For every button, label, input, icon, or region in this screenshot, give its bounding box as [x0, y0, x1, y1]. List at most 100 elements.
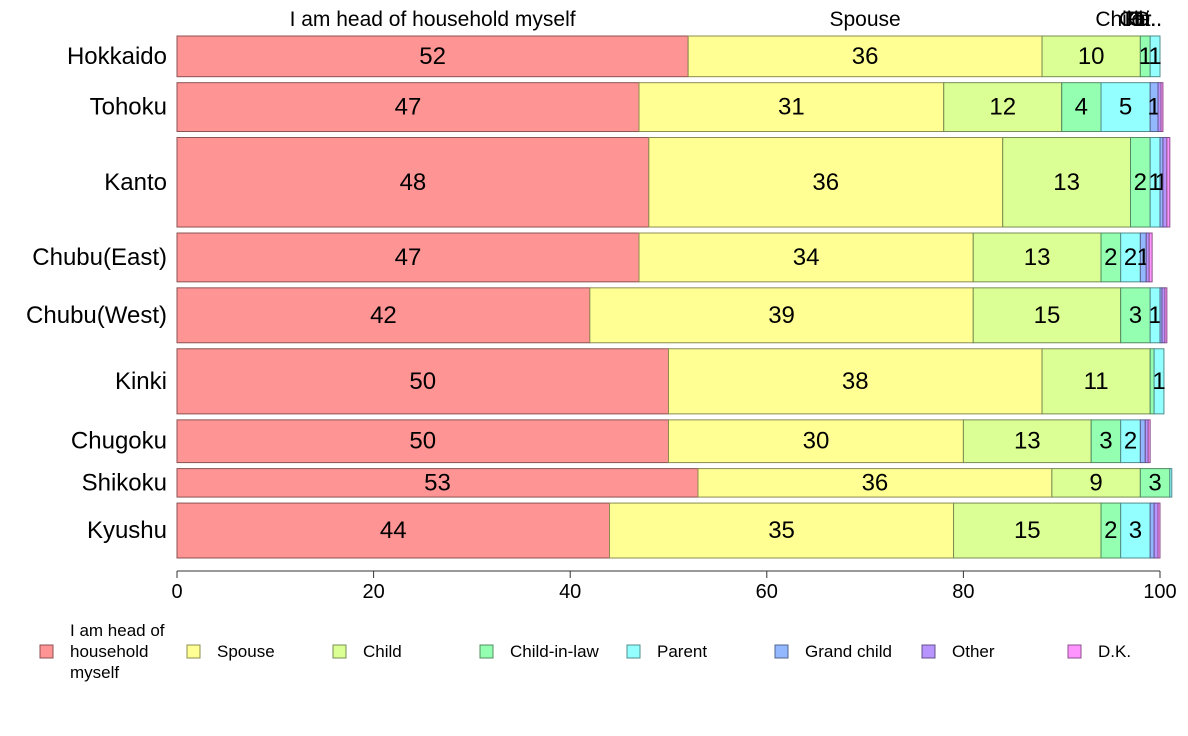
x-tick-label: 40 — [559, 581, 581, 603]
x-tick-label: 80 — [952, 581, 974, 603]
legend-label: Parent — [657, 642, 707, 661]
data-label: 47 — [395, 94, 422, 121]
bar-segment — [638, 82, 945, 133]
bar-segment — [1166, 137, 1171, 228]
bar-segment — [697, 468, 1053, 498]
legend-label: Other — [952, 642, 995, 661]
category-label: Chubu(West) — [26, 302, 167, 329]
legend-label: Child-in-law — [510, 642, 600, 661]
bar-segment — [1061, 82, 1102, 133]
top-series-labels: I am head of household myself Spouse Child… — [290, 8, 1162, 31]
data-label: 3 — [1148, 469, 1161, 496]
legend-swatch — [626, 644, 641, 659]
bar-segment — [176, 502, 611, 559]
series-top-label: Ot.. — [1128, 8, 1162, 31]
bar-segment — [1100, 82, 1151, 133]
series-top-label: D.. — [1135, 8, 1162, 31]
bar-segment — [1157, 502, 1161, 559]
bar-segment — [1164, 287, 1168, 344]
data-label: 2 — [1124, 428, 1137, 455]
bar-segment — [176, 468, 699, 498]
data-label: 2 — [1124, 244, 1137, 271]
x-axis: 0 20 40 60 80 100 — [171, 570, 1177, 603]
data-label: 3 — [1099, 428, 1112, 455]
data-label: 1 — [1148, 302, 1161, 329]
x-tick-label: 60 — [756, 581, 778, 603]
bar-segment — [1147, 419, 1151, 464]
bar-segment — [1002, 137, 1132, 228]
bar-segment — [1153, 348, 1165, 415]
bar-segment — [1120, 502, 1151, 559]
category-label: Kyushu — [87, 517, 167, 544]
data-label: 53 — [424, 469, 451, 496]
legend-swatch — [186, 644, 201, 659]
legend-label: Child — [363, 642, 402, 661]
data-label: 13 — [1053, 169, 1080, 196]
bar-segment — [176, 35, 689, 78]
data-label: 1 — [1139, 43, 1152, 70]
bar-segment — [1149, 502, 1155, 559]
data-label: 15 — [1014, 517, 1041, 544]
legend: I am head of household myself Spouse Child Ch… — [39, 621, 1131, 682]
bar-segment — [1120, 287, 1151, 344]
data-label: 44 — [380, 517, 407, 544]
category-label: Kanto — [104, 169, 167, 196]
x-tick-label: 0 — [171, 581, 182, 603]
data-label: 36 — [852, 43, 879, 70]
category-label: Chubu(East) — [32, 244, 167, 271]
bar-segment — [1153, 502, 1159, 559]
bar-segment — [648, 137, 1004, 228]
series-top-label: Chi.. — [1119, 8, 1162, 31]
bar-segment — [1041, 35, 1141, 78]
data-label: 5 — [1119, 94, 1132, 121]
bar-segment — [1041, 348, 1151, 415]
data-label: 30 — [803, 428, 830, 455]
category-label: Chugoku — [71, 428, 167, 455]
legend-swatch — [774, 644, 789, 659]
data-label: 12 — [989, 94, 1016, 121]
data-label: 36 — [862, 469, 889, 496]
category-label: Kinki — [115, 368, 167, 395]
x-tick-label: 20 — [362, 581, 384, 603]
bar-segment — [972, 232, 1102, 283]
bar-segment — [176, 82, 640, 133]
bar-segment — [1162, 137, 1168, 228]
bar-segment — [943, 82, 1063, 133]
data-label: 10 — [1078, 43, 1105, 70]
data-label: 3 — [1129, 302, 1142, 329]
bar-segment — [687, 35, 1043, 78]
legend-label: D.K. — [1098, 642, 1131, 661]
data-label: 31 — [778, 94, 805, 121]
data-label: 9 — [1089, 469, 1102, 496]
data-label: 3 — [1129, 517, 1142, 544]
legend-label: Spouse — [217, 642, 275, 661]
category-label: Tohoku — [90, 94, 167, 121]
data-label: 1 — [1152, 368, 1165, 395]
data-label: 13 — [1014, 428, 1041, 455]
legend-swatch — [479, 644, 494, 659]
data-label: 50 — [409, 428, 436, 455]
bar-segment — [953, 502, 1102, 559]
series-top-label: I am head of household myself — [290, 8, 576, 31]
bar-segment — [589, 287, 974, 344]
legend-swatch — [39, 644, 54, 659]
data-label: 36 — [812, 169, 839, 196]
bar-segment — [609, 502, 955, 559]
category-label: Hokkaido — [67, 43, 167, 70]
legend-swatch — [332, 644, 347, 659]
bar-segment — [1149, 35, 1161, 78]
data-label: 4 — [1075, 94, 1088, 121]
bar-segment — [176, 232, 640, 283]
data-label: 50 — [409, 368, 436, 395]
series-top-label: Child — [1095, 8, 1143, 31]
x-tick-label: 100 — [1143, 581, 1176, 603]
data-label: 39 — [768, 302, 795, 329]
data-label: 1 — [1148, 43, 1161, 70]
data-label: 11 — [1084, 368, 1109, 395]
data-label: 1 — [1148, 169, 1161, 196]
data-label: 47 — [395, 244, 422, 271]
data-label: 35 — [768, 517, 795, 544]
bar-segment — [962, 419, 1092, 464]
